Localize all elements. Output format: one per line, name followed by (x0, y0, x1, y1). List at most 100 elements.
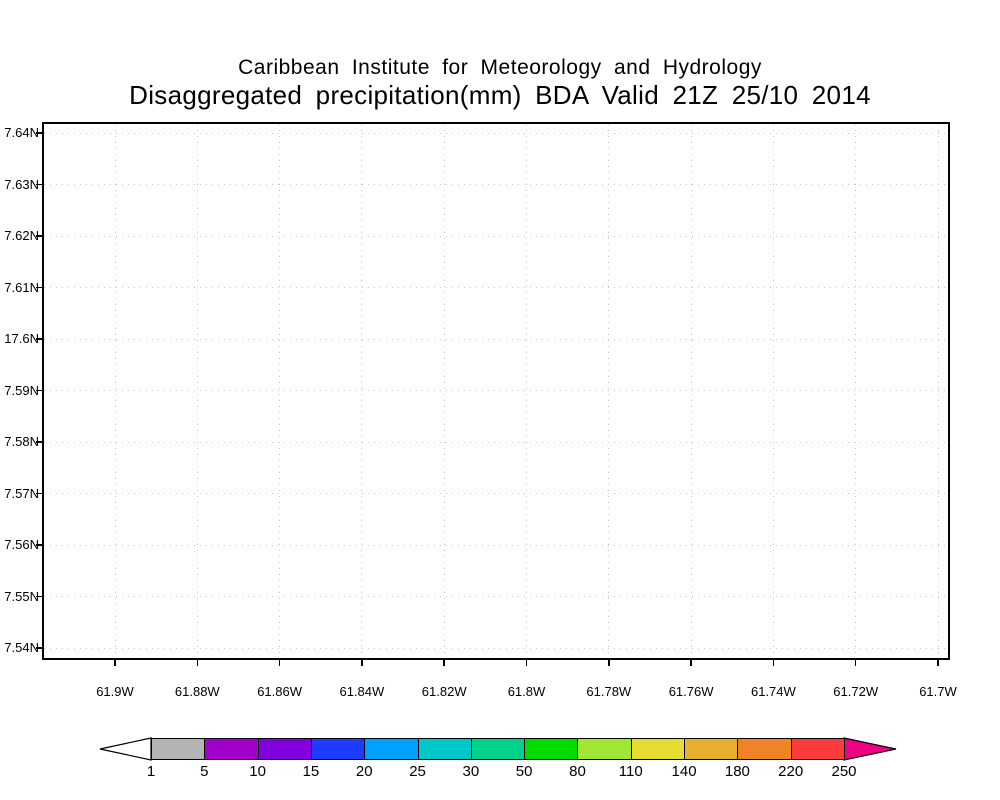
gridline-horizontal (44, 596, 948, 597)
colorbar-segment (577, 738, 632, 760)
y-axis-label: 7.56N (4, 537, 39, 552)
x-axis-tick (196, 660, 199, 666)
colorbar-segment (790, 738, 845, 760)
x-axis-tick (525, 660, 528, 666)
y-axis-label: 7.55N (4, 588, 39, 604)
colorbar-segment (684, 738, 739, 760)
gridline-vertical (690, 124, 692, 658)
chart-title: Disaggregated precipitation(mm) BDA Vali… (129, 80, 871, 110)
colorbar-label: 80 (569, 763, 586, 780)
colorbar-right-arrow-shape (843, 737, 897, 761)
colorbar-label: 140 (671, 763, 697, 780)
colorbar-label: 30 (462, 763, 480, 780)
y-axis-label: 7.59N (4, 382, 39, 398)
colorbar-label: 220 (778, 763, 804, 780)
gridline-horizontal (44, 647, 948, 649)
y-axis-label: 7.62N (4, 228, 39, 243)
gridline-vertical (937, 124, 939, 658)
institute-title: Caribbean Institute for Meteorology and … (238, 56, 762, 79)
colorbar-segment (737, 738, 792, 760)
x-axis-tick (278, 660, 281, 666)
y-axis-tick (36, 492, 42, 495)
x-axis-tick (361, 660, 363, 666)
colorbar-segment (417, 738, 472, 760)
y-axis-tick (36, 132, 42, 134)
colorbar-segment (524, 738, 579, 760)
gridline-horizontal (44, 493, 948, 494)
gridline-horizontal (44, 338, 948, 340)
x-axis-label: 61.82W (421, 684, 467, 699)
x-axis-tick (690, 660, 692, 666)
y-axis-label: 7.54N (4, 640, 39, 655)
colorbar-right-arrow (843, 737, 897, 761)
colorbar-left-arrow (99, 737, 152, 761)
gridline-vertical (855, 124, 857, 658)
colorbar-label: 250 (831, 763, 857, 780)
gridline-vertical (279, 124, 281, 658)
x-axis-label: 61.7W (919, 684, 957, 699)
colorbar-label: 180 (724, 763, 750, 780)
gridline-vertical (772, 124, 774, 658)
colorbar-segment (470, 738, 526, 760)
colorbar-segment (257, 738, 312, 760)
colorbar-segment (151, 738, 206, 760)
colorbar-label: 110 (618, 763, 643, 780)
gridline-horizontal (44, 235, 948, 237)
gridline-vertical (608, 124, 610, 658)
x-axis-label: 61.86W (257, 684, 302, 699)
x-axis-label: 61.84W (339, 684, 385, 699)
y-axis-tick (36, 183, 42, 186)
y-axis-tick (36, 286, 42, 289)
y-axis-tick (36, 338, 42, 340)
x-axis-tick (608, 660, 610, 666)
y-axis-tick (36, 389, 42, 392)
plot-area (42, 122, 950, 660)
gridline-vertical (196, 124, 198, 658)
gridline-horizontal (44, 544, 948, 546)
x-axis-label: 61.74W (750, 684, 796, 699)
x-axis-label: 61.88W (174, 684, 220, 699)
y-axis-tick (36, 441, 42, 443)
colorbar-label: 25 (409, 763, 426, 780)
x-axis-label: 61.76W (668, 684, 714, 699)
colorbar-label: 15 (302, 763, 320, 780)
colorbar-label: 50 (515, 763, 533, 780)
colorbar-segment (630, 738, 686, 760)
x-axis-label: 61.72W (833, 684, 879, 699)
colorbar-segment (204, 738, 259, 760)
y-axis-label: 7.61N (4, 279, 39, 295)
gridline-vertical (114, 124, 116, 658)
y-axis-label: 7.58N (4, 434, 39, 449)
colorbar-label: 20 (355, 763, 373, 780)
y-axis-label: 7.64N (4, 125, 39, 140)
colorbar-segment (310, 738, 366, 760)
x-axis-label: 61.78W (586, 684, 632, 699)
x-axis-tick (772, 660, 775, 666)
y-axis-label: 7.57N (4, 485, 39, 501)
gridline-horizontal (44, 287, 948, 288)
gridline-horizontal (44, 184, 948, 185)
gridline-horizontal (44, 132, 948, 134)
y-axis-tick (36, 235, 42, 237)
x-axis-tick (114, 660, 116, 666)
y-axis-tick (36, 544, 42, 546)
gridline-vertical (526, 124, 527, 658)
colorbar-segment (364, 738, 419, 760)
y-axis-label: 7.63N (4, 176, 39, 192)
gridline-vertical (443, 124, 445, 658)
x-axis-label: 61.9W (96, 684, 134, 699)
y-axis-label: 17.6N (4, 331, 39, 346)
x-axis-label: 61.8W (507, 684, 546, 699)
gridline-vertical (361, 124, 363, 658)
y-axis-tick (36, 595, 42, 598)
gridline-horizontal (44, 390, 948, 391)
colorbar-label: 5 (200, 763, 209, 780)
gridline-horizontal (44, 441, 948, 443)
colorbar-label: 10 (249, 763, 266, 780)
y-axis-tick (36, 647, 42, 649)
colorbar-left-arrow-shape (99, 737, 152, 761)
x-axis-tick (443, 660, 445, 666)
x-axis-tick (854, 660, 857, 666)
x-axis-tick (937, 660, 939, 666)
